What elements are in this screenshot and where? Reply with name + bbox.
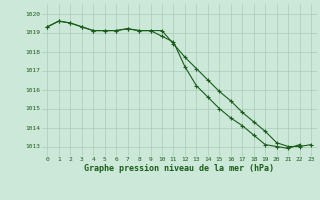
X-axis label: Graphe pression niveau de la mer (hPa): Graphe pression niveau de la mer (hPa) (84, 164, 274, 173)
